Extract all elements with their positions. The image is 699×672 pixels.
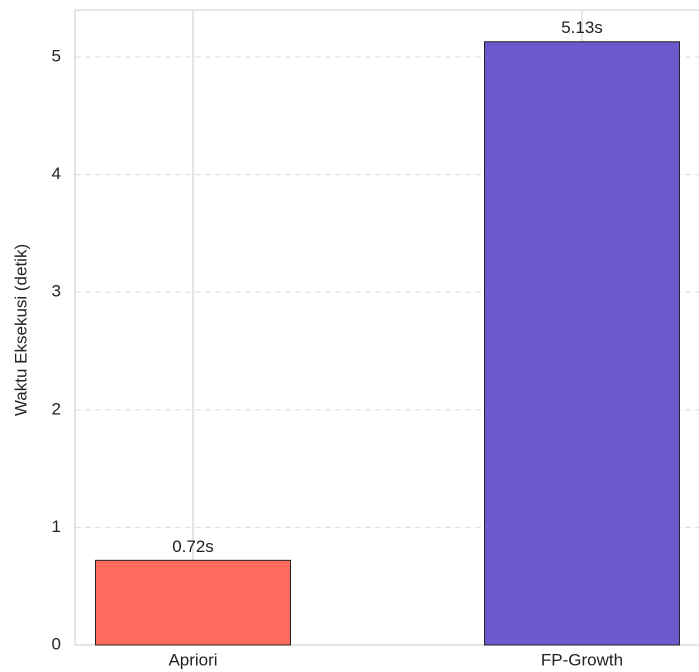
y-tick-label: 2 xyxy=(52,399,61,418)
x-tick-label: Apriori xyxy=(168,650,217,669)
y-tick-label: 0 xyxy=(52,634,61,653)
bar xyxy=(95,559,291,646)
value-label: 0.72s xyxy=(172,537,214,556)
y-tick-label: 4 xyxy=(52,164,61,183)
value-label: 5.13s xyxy=(561,18,603,37)
y-axis-label: Waktu Eksekusi (detik) xyxy=(11,244,30,416)
y-tick-label: 1 xyxy=(52,517,61,536)
y-tick-label: 5 xyxy=(52,47,61,66)
bar xyxy=(484,41,680,646)
y-tick-label: 3 xyxy=(52,282,61,301)
x-tick-label: FP-Growth xyxy=(541,650,623,669)
